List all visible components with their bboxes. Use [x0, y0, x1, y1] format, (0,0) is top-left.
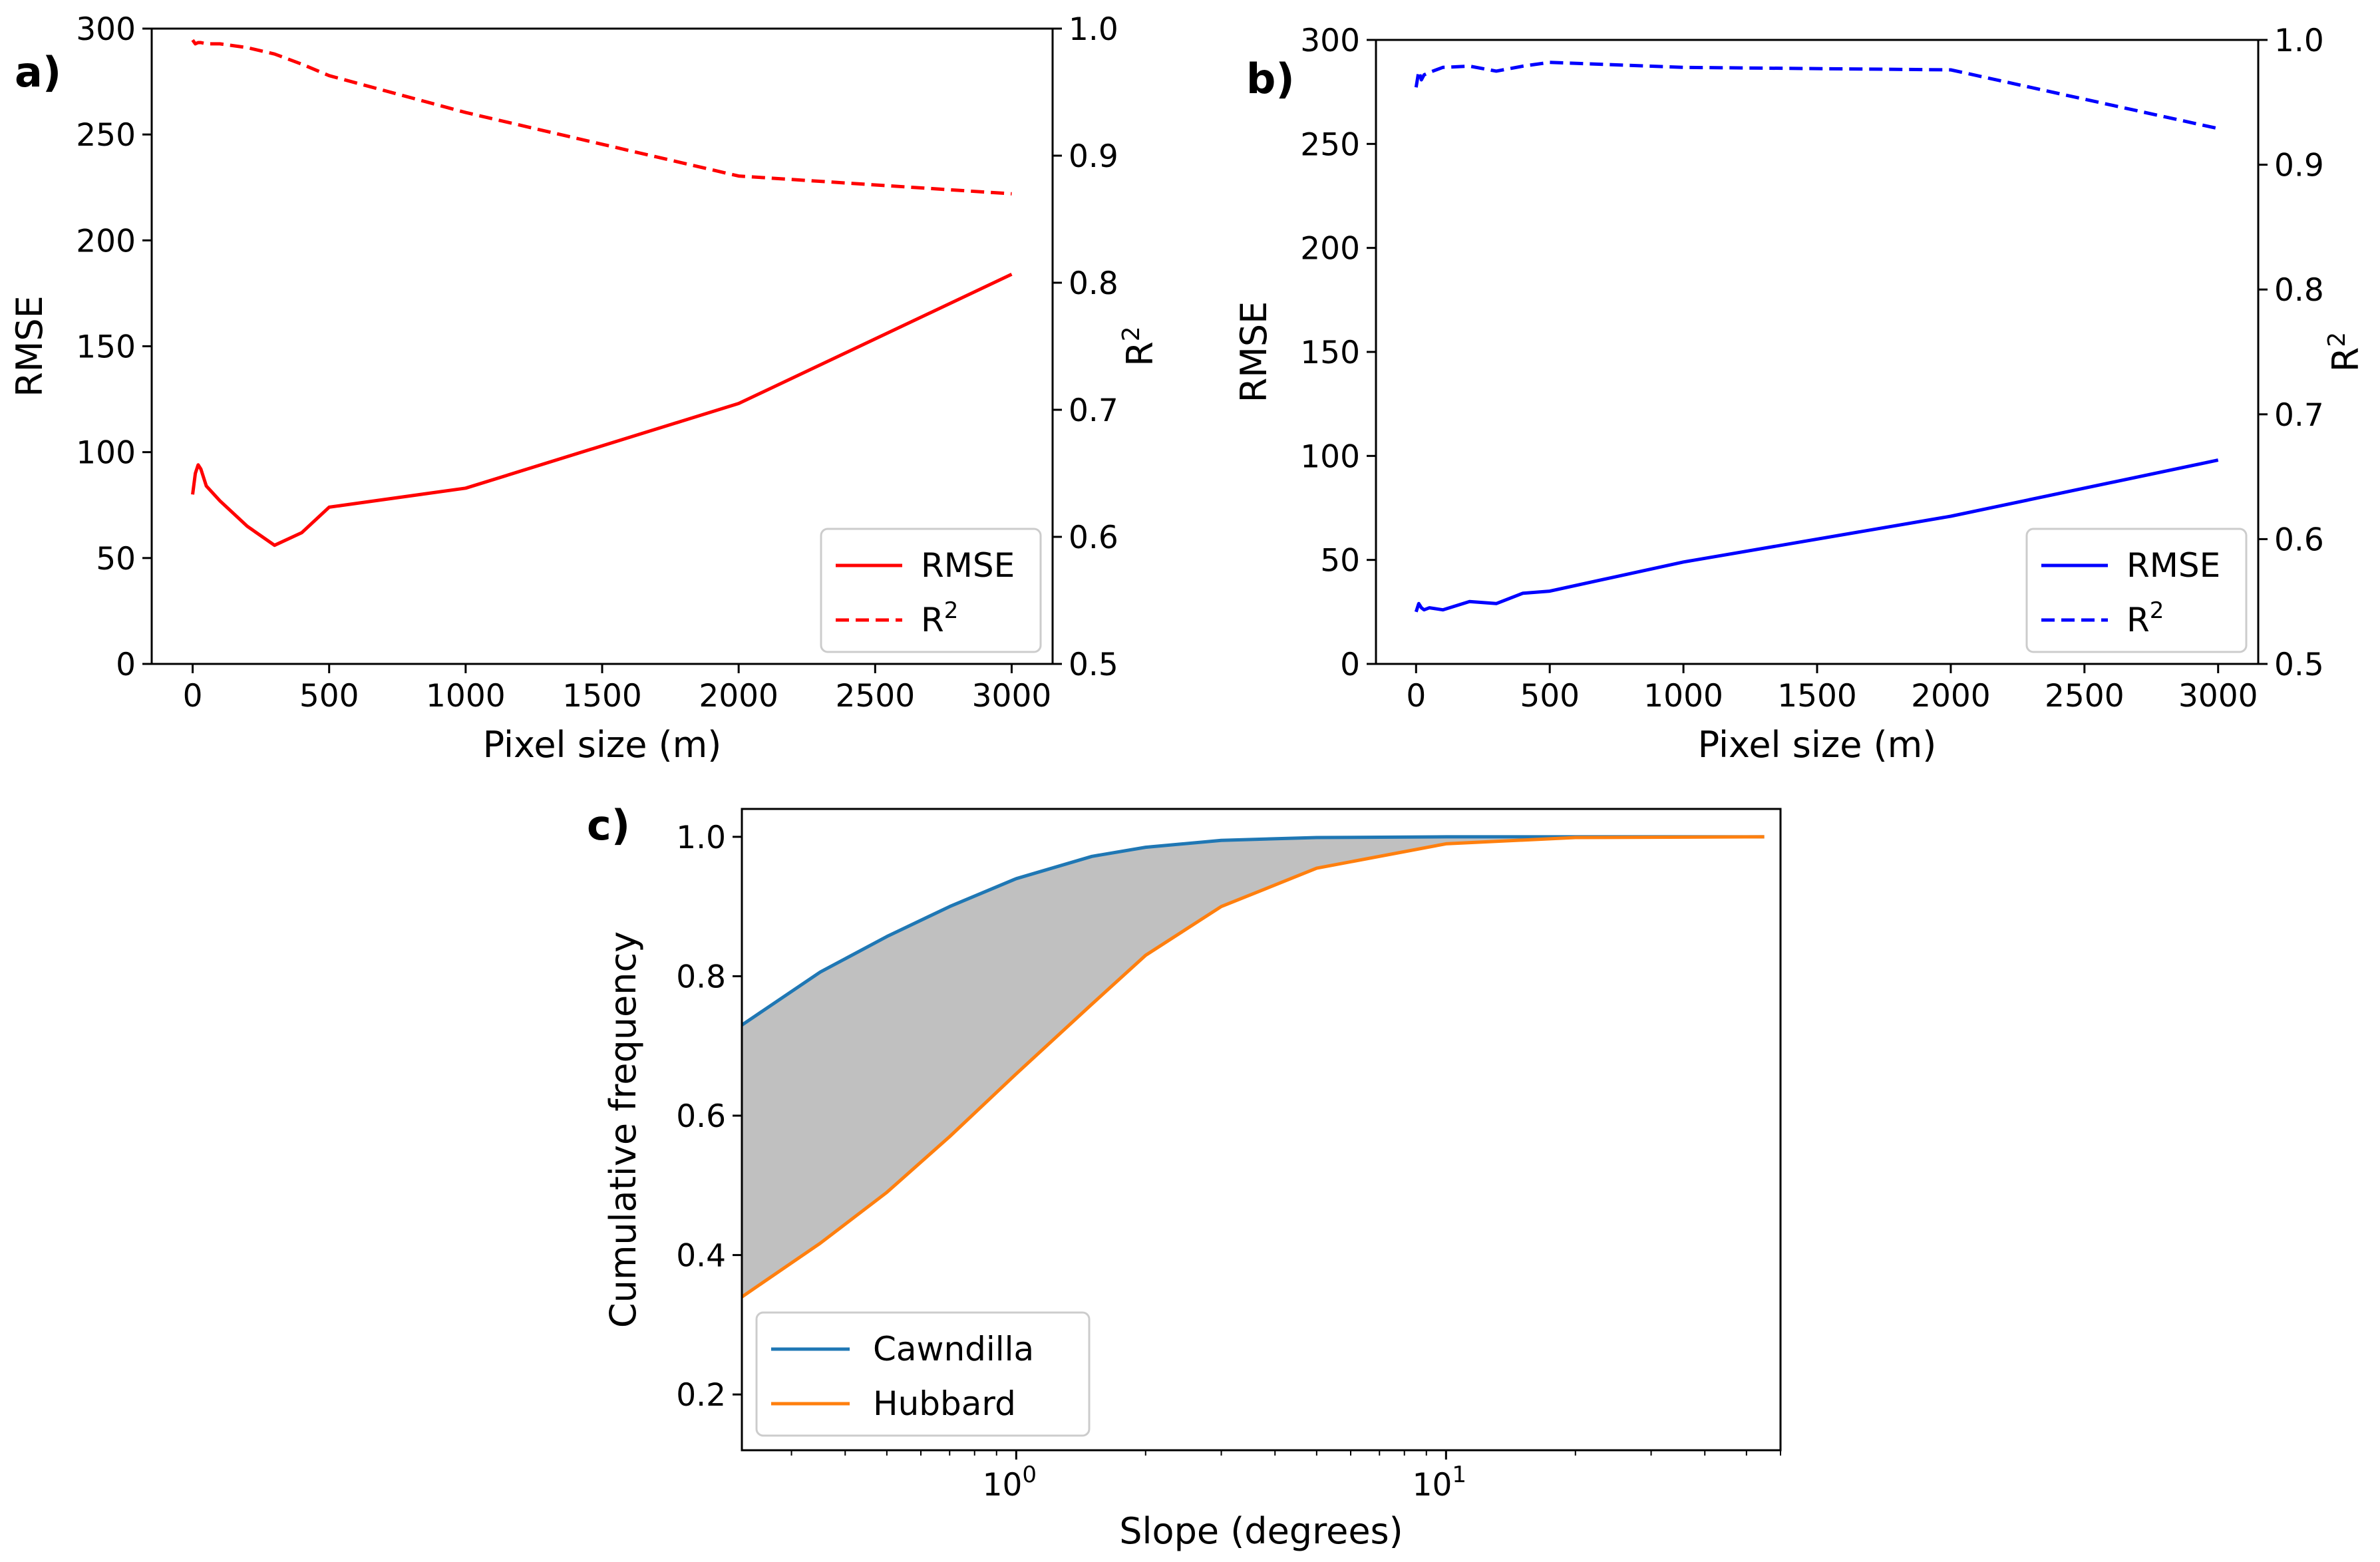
y-tick-label: 0.6 [676, 1098, 726, 1135]
x-tick-label: 0 [1406, 678, 1426, 714]
legend-label: Cawndilla [873, 1330, 1034, 1368]
y-tick-label: 300 [1300, 23, 1360, 59]
y2-tick-label: 0.5 [2274, 647, 2324, 683]
y2-tick-label: 0.9 [1069, 138, 1118, 175]
x-tick-label: 3000 [972, 678, 1052, 714]
y-tick-label: 150 [76, 329, 136, 366]
y2-tick-label: 0.5 [1069, 647, 1118, 683]
panel-label: c) [587, 801, 630, 850]
x-tick-label: 2000 [1911, 678, 1991, 714]
series-line-hubbard [741, 835, 1765, 1299]
y-tick-label: 250 [76, 117, 136, 154]
y2-tick-label: 0.9 [2274, 148, 2324, 184]
x-tick-exponent: 0 [1022, 1462, 1037, 1488]
legend-label-sup: 2 [2150, 597, 2164, 624]
y-tick-label: 150 [1300, 335, 1360, 371]
x-tick-label: 2500 [2045, 678, 2125, 714]
x-axis-title: Slope (degrees) [1119, 1510, 1403, 1552]
series-line-r [1414, 61, 2219, 130]
x-tick-label: 100 [983, 1462, 1037, 1503]
y2-axis-title-sup: 2 [1118, 326, 1145, 341]
x-tick-label: 1500 [1777, 678, 1857, 714]
y-tick-label: 0.8 [676, 959, 726, 995]
x-tick-label: 0 [183, 678, 203, 714]
legend: Cawndilla Hubbard [755, 1311, 1091, 1437]
y2-axis-title: R2 [1118, 326, 1161, 366]
panel-1: 0 500 1000 1500 2000 2500 3000 0 50 100 150 200 250 3… [1233, 23, 2367, 766]
panel-0: 0 500 1000 1500 2000 2500 3000 0 50 100 150 200 250 3… [9, 11, 1161, 766]
y-axis-title: Cumulative frequency [602, 931, 644, 1328]
panel-label: b) [1246, 55, 1295, 103]
y-tick-label: 250 [1300, 126, 1360, 163]
panel-2: 100 101 0.2 0.4 0.6 0.8 1.0 Slope (degrees) Cumu… [587, 801, 1782, 1552]
y2-axis-title-sup: 2 [2323, 332, 2351, 347]
y-tick-label: 1.0 [676, 820, 726, 856]
y-tick-label: 200 [1300, 231, 1360, 267]
legend-label: Hubbard [873, 1384, 1016, 1423]
y2-tick-label: 0.8 [1069, 265, 1118, 302]
series-line-rmse [191, 273, 1013, 547]
y-tick-label: 200 [76, 223, 136, 259]
y2-tick-label: 1.0 [1069, 11, 1118, 48]
y2-axis-title: R2 [2323, 332, 2367, 372]
fill-between-area [742, 836, 1765, 1297]
x-tick-exponent: 1 [1452, 1462, 1466, 1488]
y-tick-label: 50 [96, 541, 136, 577]
series-line-rmse [1414, 458, 2219, 613]
y-tick-label: 0.2 [676, 1377, 726, 1414]
y-tick-label: 0 [1340, 647, 1360, 683]
x-tick-label: 1000 [1643, 678, 1723, 714]
legend-label: RMSE [2126, 546, 2220, 585]
x-tick-label: 2000 [699, 678, 778, 714]
y-tick-label: 300 [76, 11, 136, 48]
x-tick-label: 1000 [426, 678, 506, 714]
y-tick-label: 100 [76, 435, 136, 472]
y2-tick-label: 0.8 [2274, 272, 2324, 309]
legend-label-sup: 2 [944, 597, 959, 624]
y2-tick-label: 0.6 [1069, 520, 1118, 556]
y2-tick-label: 0.6 [2274, 522, 2324, 558]
x-tick-label: 500 [1520, 678, 1580, 714]
x-axis-title: Pixel size (m) [1698, 724, 1937, 766]
y-tick-label: 50 [1320, 543, 1360, 579]
legend-label: RMSE [921, 546, 1015, 585]
series-line-r [191, 39, 1012, 196]
series-line-cawndilla [741, 835, 1765, 1026]
x-tick-label: 3000 [2178, 678, 2258, 714]
y-tick-label: 0.4 [676, 1238, 726, 1275]
x-axis-title: Pixel size (m) [483, 724, 722, 766]
x-tick-label: 101 [1413, 1462, 1466, 1503]
x-tick-label: 1500 [562, 678, 642, 714]
y-tick-label: 0 [116, 647, 136, 683]
y-tick-label: 100 [1300, 438, 1360, 475]
plot-frame [741, 808, 1782, 1452]
y-axis-title: RMSE [1233, 301, 1275, 403]
x-tick-label: 500 [299, 678, 359, 714]
panel-label: a) [15, 48, 61, 96]
y2-tick-label: 1.0 [2274, 23, 2324, 59]
x-tick-label: 2500 [835, 678, 915, 714]
y2-tick-label: 0.7 [2274, 397, 2324, 434]
y2-tick-label: 0.7 [1069, 392, 1118, 429]
y-axis-title: RMSE [9, 295, 51, 397]
